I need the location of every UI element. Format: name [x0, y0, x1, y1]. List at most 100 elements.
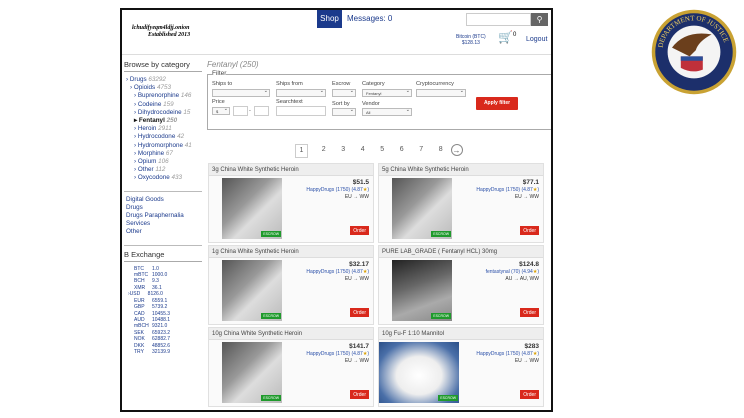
- sidebar-top-drugs-paraphernalia[interactable]: Drugs Paraphernalia: [124, 212, 202, 220]
- exchange-row[interactable]: EUR 6559.1: [124, 298, 202, 304]
- exchange-row[interactable]: XMR 36.1: [124, 285, 202, 291]
- order-button[interactable]: Order: [520, 308, 539, 317]
- product-card[interactable]: 10g Fu-F 1:10 Mannitol ESCROW $283 HappyDru…: [378, 327, 544, 407]
- exchange-row[interactable]: mBCH 9321.0: [124, 323, 202, 329]
- product-title[interactable]: 10g China White Synthetic Heroin: [209, 328, 373, 340]
- page-6[interactable]: 6: [399, 146, 404, 153]
- logout-link[interactable]: Logout: [526, 36, 548, 43]
- sidebar-top-services[interactable]: Services: [124, 220, 202, 228]
- ships-to-select[interactable]: [212, 88, 270, 97]
- exchange-row[interactable]: CAD 10455.3: [124, 311, 202, 317]
- sidebar-item-hydromorphone[interactable]: › Hydromorphone 41: [134, 141, 192, 149]
- sidebar-item-fentanyl[interactable]: ▸ Fentanyl 250: [134, 117, 178, 125]
- sidebar-item-oxycodone[interactable]: › Oxycodone 433: [134, 174, 182, 182]
- sidebar-item-heroin[interactable]: › Heroin 2911: [134, 125, 172, 133]
- product-card[interactable]: 1g China White Synthetic Heroin ESCROW $32…: [208, 245, 374, 325]
- order-button[interactable]: Order: [350, 226, 369, 235]
- product-title[interactable]: 5g China White Synthetic Heroin: [379, 164, 543, 176]
- product-title[interactable]: 1g China White Synthetic Heroin: [209, 246, 373, 258]
- next-page-button[interactable]: →: [450, 144, 463, 156]
- exchange-row[interactable]: BCH 9.3: [124, 278, 202, 284]
- exchange-row[interactable]: BTC 1.0: [124, 266, 202, 272]
- category-count: 42: [177, 133, 185, 141]
- shipping-route: AU → AU, WW: [505, 276, 539, 282]
- messages-link[interactable]: Messages: 0: [347, 14, 393, 23]
- product-image[interactable]: ESCROW: [392, 260, 452, 321]
- order-button[interactable]: Order: [520, 226, 539, 235]
- vendor-link[interactable]: HappyDrugs (1750) (4.87★): [306, 351, 369, 357]
- price-min-input[interactable]: [233, 106, 248, 116]
- currency-select[interactable]: $: [212, 106, 230, 115]
- sidebar-item-hydrocodone[interactable]: › Hydrocodone 42: [134, 133, 185, 141]
- page-2[interactable]: 2: [321, 146, 326, 153]
- product-card[interactable]: 10g China White Synthetic Heroin ESCROW $1…: [208, 327, 374, 407]
- product-image[interactable]: ESCROW: [222, 342, 282, 403]
- page-4[interactable]: 4: [360, 146, 365, 153]
- exchange-row[interactable]: AUD 10488.1: [124, 317, 202, 323]
- sidebar-item-opium[interactable]: › Opium 106: [134, 158, 169, 166]
- main-content: Fentanyl (250) Filter Ships to Ships fro…: [207, 60, 551, 158]
- vendor-link[interactable]: HappyDrugs (1750) (4.87★): [476, 187, 539, 193]
- escrow-select[interactable]: [332, 88, 356, 97]
- vendor-name: HappyDrugs (1750) (4.87: [306, 351, 363, 357]
- sidebar-item-dihydrocodeine[interactable]: › Dihydrocodeine 15: [134, 108, 191, 116]
- sidebar-top-digital-goods[interactable]: Digital Goods: [124, 196, 202, 204]
- exchange-row[interactable]: NOK 62882.7: [124, 336, 202, 342]
- sidebar-item-drugs[interactable]: › Drugs 63292: [126, 76, 166, 83]
- ships-from-select[interactable]: [276, 88, 326, 97]
- sidebar-top-drugs[interactable]: Drugs: [124, 204, 202, 212]
- currency-code: AUD: [134, 316, 145, 323]
- page-8[interactable]: 8: [438, 146, 443, 153]
- cart-icon[interactable]: 🛒0: [498, 30, 517, 44]
- arrow-right-circle-icon: →: [452, 146, 461, 155]
- product-image[interactable]: ESCROW: [392, 178, 452, 239]
- exchange-row[interactable]: mBTC 1000.0: [124, 272, 202, 278]
- apply-filter-button[interactable]: Apply filter: [476, 97, 518, 110]
- product-title[interactable]: PURE LAB_GRADE ( Fentanyl HCL) 30mg: [379, 246, 543, 258]
- category-select[interactable]: Fentanyl: [362, 88, 412, 97]
- page-5[interactable]: 5: [380, 146, 385, 153]
- product-image[interactable]: ESCROW: [222, 178, 282, 239]
- currency-rate: 9.3: [152, 278, 159, 285]
- currency-code: BTC: [134, 265, 144, 272]
- vendor-link[interactable]: fentastynal (70) (4.94★): [485, 269, 539, 275]
- sidebar-item-opioids[interactable]: › Opioids 4753: [130, 84, 171, 92]
- cryptocurrency-select[interactable]: [416, 88, 466, 97]
- order-button[interactable]: Order: [350, 390, 369, 399]
- vendor-link[interactable]: HappyDrugs (1750) (4.87★): [306, 269, 369, 275]
- exchange-row[interactable]: SEK 65923.2: [124, 330, 202, 336]
- search-input[interactable]: [466, 13, 531, 26]
- exchange-row[interactable]: › USD 8126.0: [128, 291, 163, 298]
- page-1[interactable]: 1: [295, 144, 308, 158]
- product-card[interactable]: PURE LAB_GRADE ( Fentanyl HCL) 30mg ESCRO…: [378, 245, 544, 325]
- shop-tab[interactable]: Shop: [317, 10, 342, 28]
- price-max-input[interactable]: [254, 106, 269, 116]
- vendor-link[interactable]: HappyDrugs (1750) (4.87★): [476, 351, 539, 357]
- order-button[interactable]: Order: [350, 308, 369, 317]
- exchange-row[interactable]: TRY 32139.9: [124, 349, 202, 355]
- sidebar-top-other[interactable]: Other: [124, 228, 202, 236]
- sort-by-select[interactable]: [332, 107, 356, 116]
- sidebar-item-buprenorphine[interactable]: › Buprenorphine 146: [134, 92, 192, 100]
- page-7[interactable]: 7: [419, 146, 424, 153]
- category-count: 67: [165, 149, 173, 157]
- category-count: 2911: [158, 125, 172, 133]
- exchange-row[interactable]: GBP 5739.2: [124, 304, 202, 310]
- vendor-link[interactable]: HappyDrugs (1750) (4.87★): [306, 187, 369, 193]
- product-card[interactable]: 5g China White Synthetic Heroin ESCROW $77…: [378, 163, 544, 243]
- sidebar-item-morphine[interactable]: › Morphine 67: [134, 149, 173, 157]
- sidebar: Browse by category › Drugs 63292 › Opioid…: [124, 60, 202, 355]
- sidebar-item-codeine[interactable]: › Codeine 159: [134, 100, 174, 108]
- product-card[interactable]: 3g China White Synthetic Heroin ESCROW $51…: [208, 163, 374, 243]
- product-title[interactable]: 3g China White Synthetic Heroin: [209, 164, 373, 176]
- order-button[interactable]: Order: [520, 390, 539, 399]
- vendor-select[interactable]: All: [362, 107, 412, 116]
- sidebar-item-other[interactable]: › Other 112: [134, 166, 166, 174]
- product-title[interactable]: 10g Fu-F 1:10 Mannitol: [379, 328, 543, 340]
- searchtext-input[interactable]: [276, 106, 326, 116]
- product-image[interactable]: ESCROW: [379, 342, 459, 403]
- exchange-row[interactable]: DKK 48852.6: [124, 343, 202, 349]
- page-3[interactable]: 3: [341, 146, 346, 153]
- product-image[interactable]: ESCROW: [222, 260, 282, 321]
- search-button[interactable]: ⚲: [531, 13, 548, 26]
